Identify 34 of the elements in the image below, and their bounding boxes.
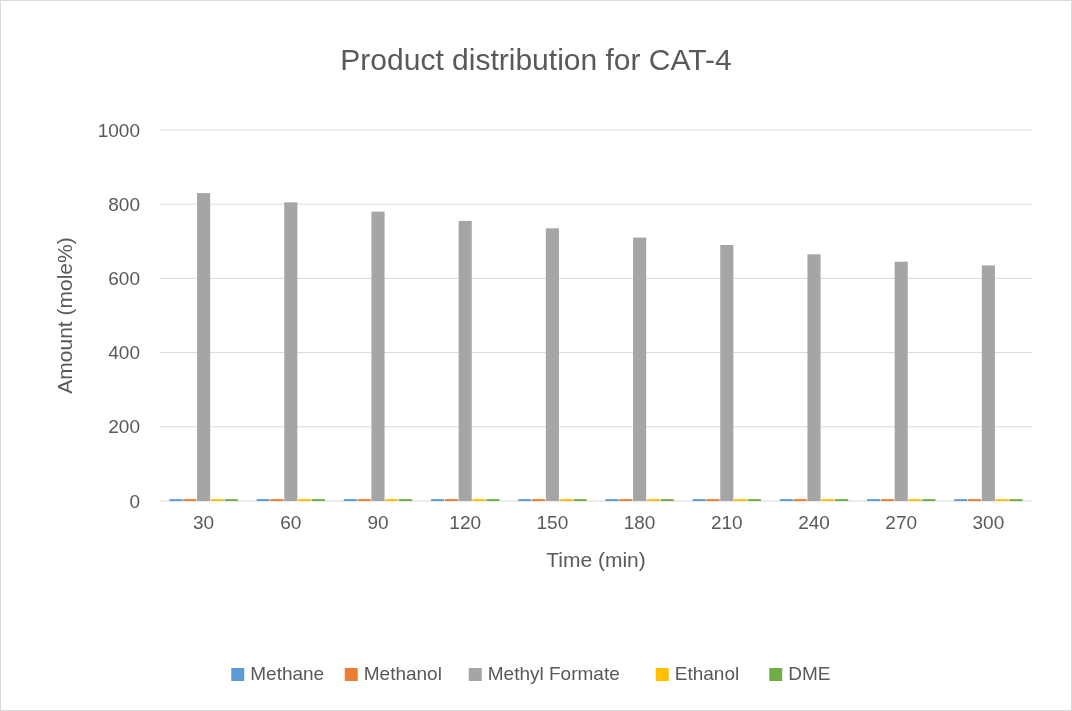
bar (633, 237, 647, 501)
x-axis-title: Time (min) (546, 548, 646, 571)
bar (720, 245, 734, 501)
bar (894, 261, 908, 501)
y-tick-label: 800 (108, 193, 140, 215)
y-tick-label: 0 (129, 490, 140, 512)
chart-title: Product distribution for CAT-4 (340, 43, 732, 76)
x-tick-label: 30 (193, 512, 215, 533)
bar (197, 193, 211, 501)
x-tick-label: 240 (798, 512, 830, 533)
x-tick-label: 270 (885, 512, 918, 533)
y-tick-label: 600 (108, 268, 140, 290)
x-tick-label: 60 (280, 512, 302, 533)
bar (371, 211, 385, 501)
legend-label: Ethanol (674, 663, 740, 684)
y-tick-label: 400 (108, 342, 140, 364)
bar (284, 202, 298, 501)
bar (458, 220, 472, 501)
x-tick-label: 300 (972, 512, 1005, 533)
bar (981, 265, 995, 501)
x-tick-label: 120 (449, 512, 482, 533)
x-tick-label: 180 (623, 512, 656, 533)
bar (545, 228, 559, 501)
x-tick-label: 150 (536, 512, 569, 533)
legend-label: Methane (250, 663, 325, 684)
x-tick-label: 90 (367, 512, 389, 533)
y-tick-label: 200 (108, 416, 140, 438)
legend-label: Methanol (363, 663, 442, 684)
y-tick-label: 1000 (97, 119, 140, 141)
legend-label: Methyl Formate (487, 663, 620, 684)
x-tick-label: 210 (710, 512, 743, 533)
legend-label: DME (788, 663, 831, 684)
y-axis-title: Amount (mole%) (53, 237, 76, 394)
bar (807, 254, 821, 501)
